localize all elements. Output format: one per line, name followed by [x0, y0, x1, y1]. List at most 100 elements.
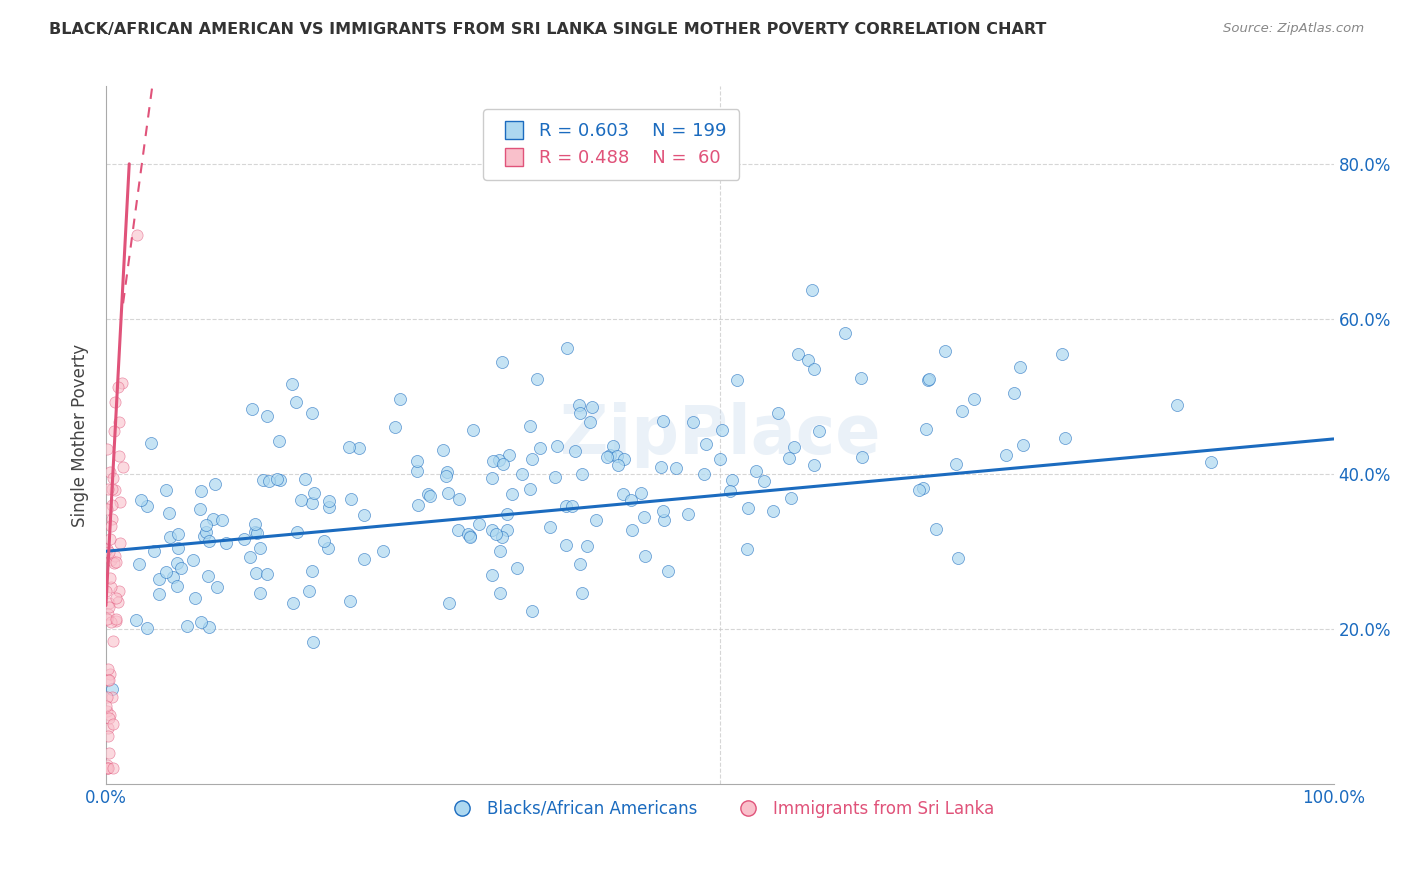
Point: [801, 283, 824, 297]
Point: [215, 535, 238, 549]
Point: [489, 544, 512, 558]
Point: [105, 615, 128, 629]
Point: [301, 496, 323, 510]
Point: [166, 579, 188, 593]
Point: [555, 341, 578, 355]
Point: [676, 507, 699, 521]
Point: [97, 761, 120, 775]
Point: [301, 564, 323, 578]
Point: [107, 595, 129, 609]
Point: [650, 460, 672, 475]
Point: [97, 607, 120, 621]
Point: [581, 400, 603, 414]
Point: [249, 586, 271, 600]
Point: [353, 508, 375, 523]
Point: [621, 523, 644, 537]
Point: [762, 504, 785, 518]
Point: [195, 517, 218, 532]
Point: [162, 570, 184, 584]
Point: [419, 490, 441, 504]
Point: [98, 571, 121, 585]
Point: [103, 424, 125, 438]
Point: [129, 492, 152, 507]
Point: [510, 467, 533, 482]
Point: [318, 494, 340, 508]
Point: [98, 747, 121, 761]
Legend: Blacks/African Americans, Immigrants from Sri Lanka: Blacks/African Americans, Immigrants fro…: [439, 793, 1001, 824]
Point: [170, 561, 193, 575]
Point: [96, 442, 118, 456]
Point: [1054, 431, 1077, 445]
Point: [148, 587, 170, 601]
Point: [107, 379, 129, 393]
Point: [481, 568, 503, 582]
Text: Source: ZipAtlas.com: Source: ZipAtlas.com: [1223, 22, 1364, 36]
Point: [564, 443, 586, 458]
Point: [851, 450, 873, 464]
Point: [519, 483, 541, 497]
Point: [139, 436, 162, 450]
Point: [501, 487, 523, 501]
Point: [339, 594, 361, 608]
Point: [166, 556, 188, 570]
Point: [96, 502, 118, 516]
Point: [256, 409, 278, 423]
Point: [498, 448, 520, 462]
Point: [613, 452, 636, 467]
Point: [204, 477, 226, 491]
Point: [461, 423, 484, 437]
Y-axis label: Single Mother Poverty: Single Mother Poverty: [72, 343, 89, 526]
Point: [257, 474, 280, 488]
Point: [808, 424, 831, 438]
Point: [481, 523, 503, 537]
Point: [301, 406, 323, 420]
Point: [1011, 438, 1033, 452]
Point: [1052, 347, 1074, 361]
Point: [298, 584, 321, 599]
Point: [652, 414, 675, 428]
Point: [290, 492, 312, 507]
Point: [97, 662, 120, 676]
Point: [157, 507, 180, 521]
Point: [718, 483, 741, 498]
Point: [240, 402, 263, 417]
Point: [159, 530, 181, 544]
Point: [569, 557, 592, 571]
Point: [752, 474, 775, 488]
Point: [294, 472, 316, 486]
Point: [181, 553, 204, 567]
Point: [561, 499, 583, 513]
Point: [914, 422, 936, 436]
Point: [107, 415, 129, 429]
Point: [447, 523, 470, 537]
Point: [107, 584, 129, 599]
Point: [481, 454, 503, 468]
Point: [568, 398, 591, 412]
Point: [107, 449, 129, 463]
Point: [285, 394, 308, 409]
Point: [1166, 397, 1188, 411]
Point: [783, 440, 806, 454]
Point: [481, 471, 503, 485]
Point: [602, 439, 624, 453]
Point: [100, 519, 122, 533]
Point: [97, 482, 120, 496]
Point: [495, 508, 517, 522]
Point: [520, 604, 543, 618]
Point: [340, 492, 363, 507]
Point: [389, 392, 412, 406]
Point: [167, 527, 190, 541]
Point: [634, 549, 657, 563]
Point: [721, 473, 744, 487]
Point: [780, 491, 803, 505]
Point: [908, 483, 931, 497]
Point: [100, 482, 122, 496]
Point: [176, 619, 198, 633]
Point: [849, 370, 872, 384]
Point: [97, 721, 120, 735]
Point: [432, 443, 454, 458]
Point: [934, 343, 956, 358]
Point: [543, 469, 565, 483]
Point: [630, 486, 652, 500]
Point: [101, 512, 124, 526]
